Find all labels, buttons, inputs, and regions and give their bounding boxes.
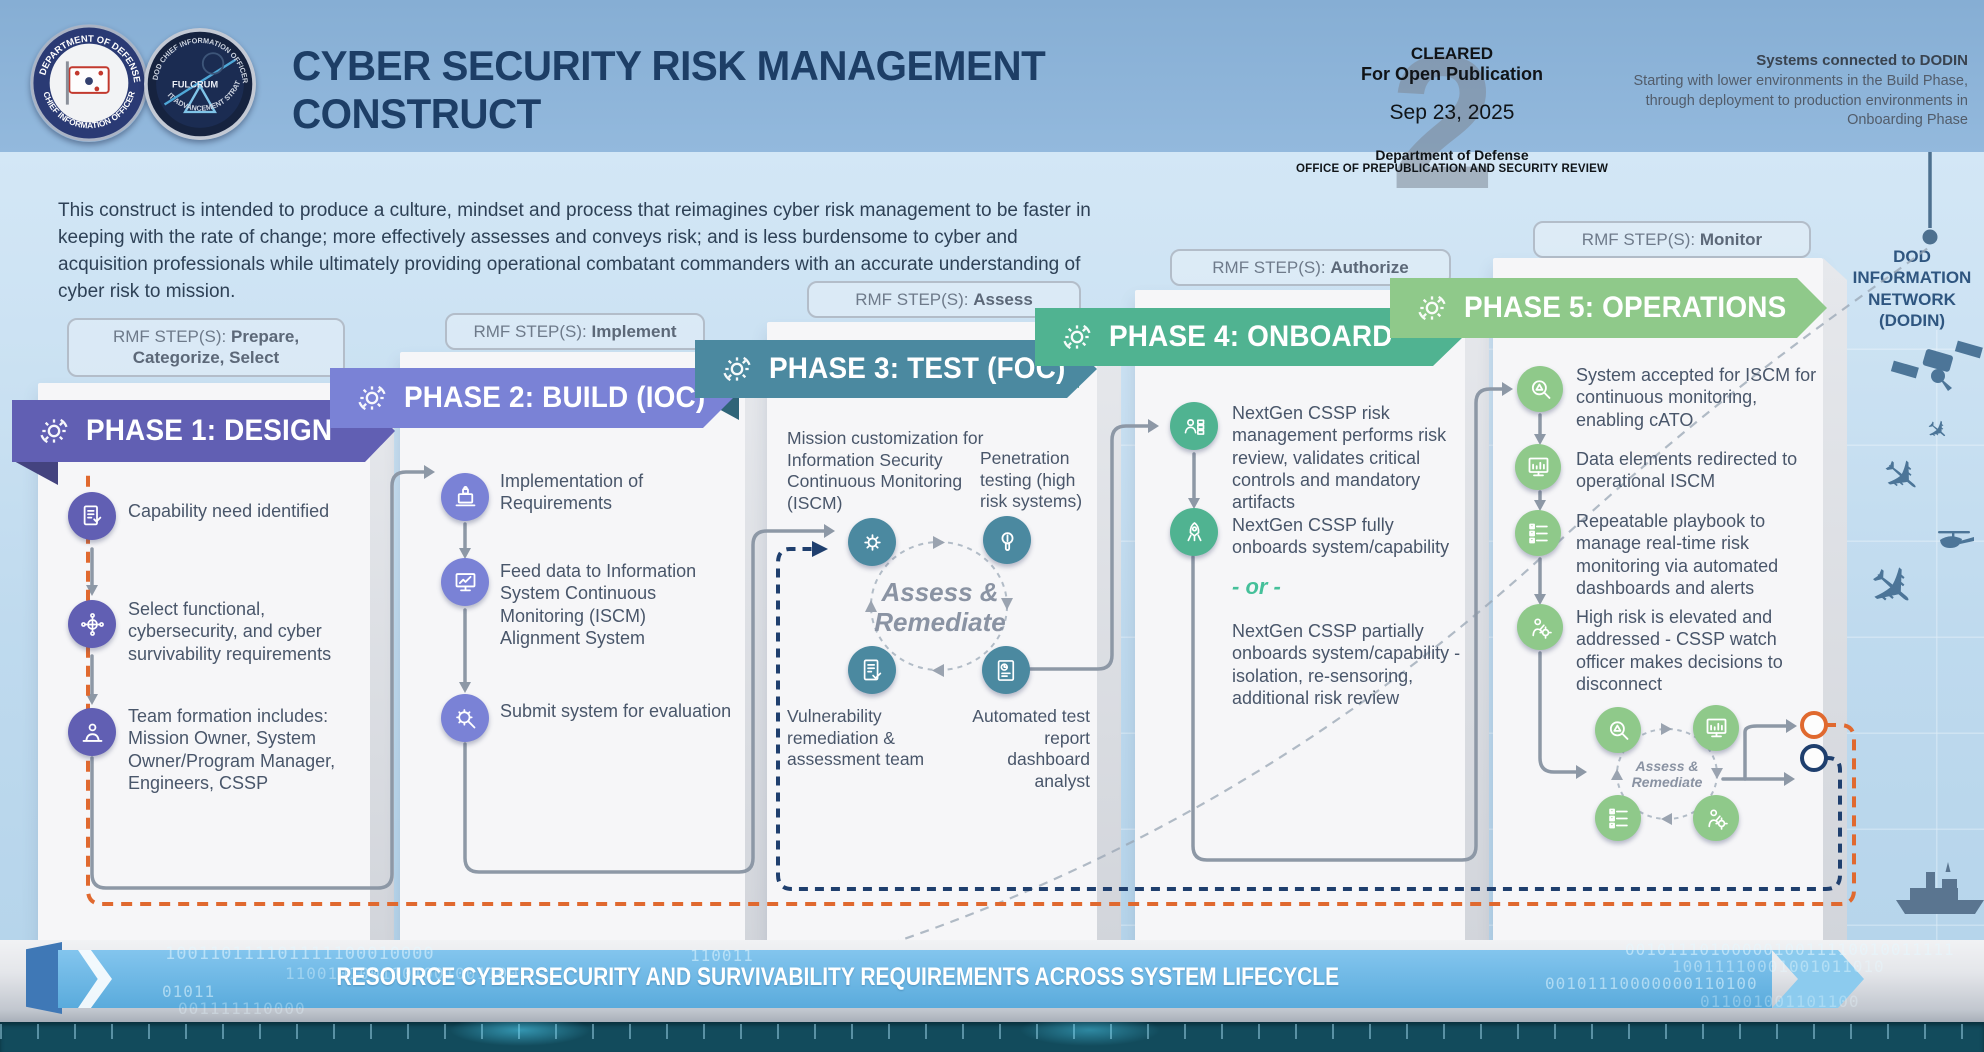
satellite-icon (1890, 340, 1983, 391)
phase5-item-text: High risk is elevated and addressed - CS… (1576, 607, 1783, 694)
navy-ship-icon (1896, 862, 1984, 914)
phase2-item-text: Implementation of Requirements (500, 471, 644, 514)
phase5-item-text: Repeatable playbook to manage real-time … (1576, 511, 1779, 598)
search-alert-icon (1595, 707, 1641, 753)
monitor-data-icon (441, 558, 489, 606)
gear-search-icon (441, 694, 489, 742)
dodin-stem-dot (1922, 229, 1938, 245)
binary-overlay: 1100101001101001001100 (285, 964, 519, 983)
gear-cycle-icon (717, 349, 757, 389)
monitor-dashboard-icon (1693, 705, 1739, 751)
phase3-banner-label: PHASE 3: TEST (FOC) (769, 352, 1066, 385)
phase4-panel (1135, 290, 1465, 943)
binary-overlay: 100110111101111100010000 (165, 944, 435, 964)
phase4-item-text: NextGen CSSP fully onboards system/capab… (1232, 515, 1450, 558)
navy-loop-terminal (1800, 744, 1828, 772)
gear-cycle-icon (34, 411, 74, 451)
phase2-item-text: Feed data to Information System Continuo… (500, 561, 697, 648)
report-dashboard-icon (982, 646, 1030, 694)
monitor-dashboard-icon (1515, 444, 1561, 490)
dod-cio-seal-icon: DEPARTMENT OF DEFENSE CHIEF INFORMATION … (30, 24, 148, 142)
binary-overlay: 00101110000000110100 (1545, 974, 1758, 993)
binary-overlay: 110011 (690, 946, 754, 965)
phase3-panel-face (1097, 322, 1121, 943)
phase3-bottomright-label: Automated test report dashboard analyst (972, 706, 1090, 792)
checklist-pen-icon (848, 646, 896, 694)
phase5-banner-label: PHASE 5: OPERATIONS (1464, 291, 1787, 324)
phase5-item-text: Data elements redirected to operational … (1576, 449, 1798, 492)
phase5-panel (1493, 258, 1823, 943)
assess-remediate-label: Assess & Remediate (1631, 758, 1703, 791)
dodin-note: Systems connected to DODIN Starting with… (1628, 52, 1968, 131)
phase1-item-text: Select functional, cybersecurity, and cy… (128, 599, 332, 664)
gear-cycle-icon (848, 518, 896, 566)
fulcrum-seal-icon: FULCRUM DOD CHIEF INFORMATION OFFICER IT… (144, 28, 256, 140)
phase1-panel-face (370, 383, 394, 943)
binary-overlay: 001111110000 (178, 999, 306, 1018)
phase4-banner-label: PHASE 4: ONBOARD (1109, 320, 1393, 353)
phase2-banner-label: PHASE 2: BUILD (IOC) (404, 381, 706, 414)
phase2-panel-face (745, 352, 769, 943)
dodin-note-body: Starting with lower environments in the … (1633, 73, 1968, 129)
cleared-stamp-watermark: 2 (1390, 17, 1496, 229)
gear-cycle-icon (1412, 288, 1452, 328)
svg-text:FULCRUM: FULCRUM (172, 80, 218, 90)
dodin-network-label: DOD INFORMATION NETWORK (DODIN) (1852, 247, 1972, 330)
phase1-item-text: Capability need identified (128, 501, 330, 521)
orange-loop-terminal (1800, 711, 1828, 739)
phase1-item-text: Team formation includes: Mission Owner, … (128, 706, 336, 793)
team-formation-icon (68, 708, 116, 756)
phase5-item-text: System accepted for ISCM for continuous … (1576, 365, 1817, 430)
phase2-banner: PHASE 2: BUILD (IOC) (330, 368, 733, 428)
phase2-item-text: Submit system for evaluation (500, 701, 732, 721)
phase4-item-text: NextGen CSSP risk management performs ri… (1232, 403, 1447, 513)
gear-cycle-icon (352, 378, 392, 418)
binary-overlay: 011001001101100 (1700, 992, 1860, 1011)
phase1-banner-label: PHASE 1: DESIGN (86, 414, 333, 447)
laptop-lock-icon (441, 473, 489, 521)
rocket-icon (1170, 508, 1218, 556)
phase4-item-text: NextGen CSSP partially onboards system/c… (1232, 621, 1461, 708)
gear-cycle-icon (1057, 317, 1097, 357)
rmf-box-phase5: RMF STEP(S): Monitor (1533, 221, 1811, 259)
phase3-bottomleft-label: Vulnerability remediation & assessment t… (787, 706, 925, 770)
binary-overlay: 01011 (162, 982, 216, 1001)
risk-review-team-icon (1170, 402, 1218, 450)
dodin-note-title: Systems connected to DODIN (1756, 52, 1968, 69)
helicopter-icon (1938, 531, 1974, 548)
or-separator: - or - (1232, 574, 1281, 599)
assess-remediate-label: Assess & Remediate (874, 577, 1006, 637)
playbook-checklist-icon (1595, 795, 1641, 841)
doc-check-icon (68, 492, 116, 540)
watch-officer-icon (1517, 604, 1563, 650)
cleared-org: Department of Defense (1375, 147, 1529, 163)
cleared-stamp: CLEARED For Open Publication Sep 23, 202… (1262, 44, 1642, 175)
cleared-line2: For Open Publication (1360, 64, 1543, 84)
network-select-icon (68, 600, 116, 648)
rmf-box-phase1: RMF STEP(S): Prepare, Categorize, Select (67, 318, 345, 377)
page-title: CYBER SECURITY RISK MANAGEMENT CONSTRUCT (292, 42, 1046, 137)
ribbon-fold (26, 942, 62, 1014)
cleared-date: Sep 23, 2025 (1389, 101, 1515, 124)
playbook-checklist-icon (1515, 510, 1561, 556)
timeline-tick-strip (0, 1022, 1984, 1052)
search-alert-icon (1517, 366, 1563, 412)
watch-officer-icon (1693, 795, 1739, 841)
phase3-topright-label: Penetration testing (high risk systems) (980, 448, 1083, 512)
phase5-panel-face (1823, 258, 1847, 943)
rmf-box-phase2: RMF STEP(S): Implement (445, 313, 705, 351)
header-strip (0, 0, 1984, 152)
cleared-office: OFFICE OF PREPUBLICATION AND SECURITY RE… (1295, 163, 1609, 175)
cleared-line1: CLEARED (1410, 44, 1494, 63)
phase4-panel-face (1465, 290, 1489, 943)
wrench-gear-icon (983, 516, 1031, 564)
phase3-topleft-label: Mission customization for Information Se… (787, 428, 984, 514)
phase5-banner: PHASE 5: OPERATIONS (1390, 278, 1827, 338)
